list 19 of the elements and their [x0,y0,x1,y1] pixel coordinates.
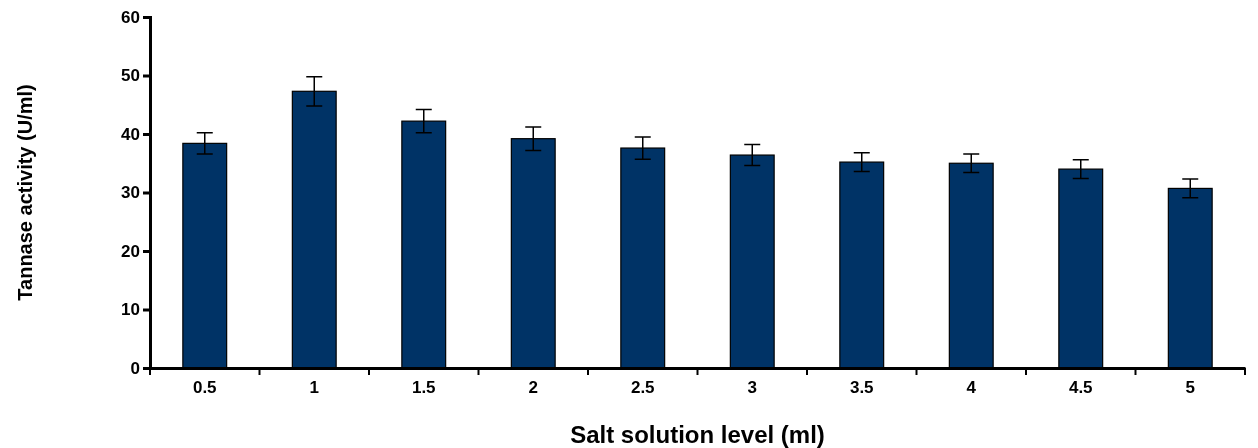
x-axis-title: Salt solution level (ml) [570,421,825,448]
y-tick-label: 0 [130,358,140,378]
x-tick-label: 2.5 [630,378,655,398]
x-tick-label: 1.5 [411,378,436,398]
x-tick-label: 5 [1185,378,1195,398]
y-tick-label: 60 [121,7,140,27]
x-tick-label: 2 [528,378,538,398]
x-tick-label: 3.5 [849,378,874,398]
x-tick-label: 1 [309,378,319,398]
y-tick-label: 20 [121,241,140,261]
x-tick-label: 4 [966,378,977,398]
y-axis-title: Tannase activity (U/ml) [14,84,36,301]
y-tick-label: 10 [121,300,140,320]
y-tick-label: 40 [121,124,140,144]
x-tick-label: 0.5 [192,378,217,398]
y-tick-label: 30 [121,183,140,203]
x-tick-label: 4.5 [1068,378,1093,398]
x-tick-label: 3 [747,378,757,398]
y-tick-label: 50 [121,66,140,86]
